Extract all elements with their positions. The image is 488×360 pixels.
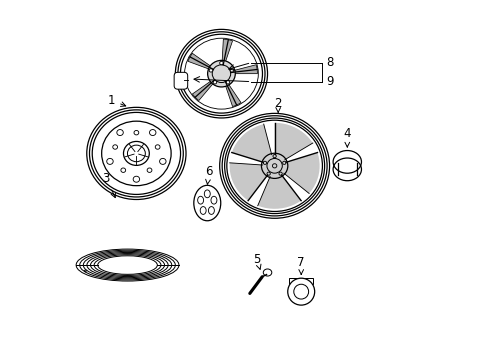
Ellipse shape <box>213 81 216 84</box>
Text: 7: 7 <box>297 256 305 275</box>
Ellipse shape <box>261 153 287 179</box>
Text: 1: 1 <box>108 94 125 107</box>
Polygon shape <box>230 65 257 74</box>
Text: 3: 3 <box>102 172 115 198</box>
Polygon shape <box>187 53 214 71</box>
Ellipse shape <box>263 269 271 276</box>
Polygon shape <box>231 124 271 162</box>
Ellipse shape <box>193 185 220 221</box>
Polygon shape <box>284 153 319 193</box>
Text: 8: 8 <box>326 56 333 69</box>
Bar <box>288 278 313 284</box>
Ellipse shape <box>207 60 235 87</box>
Polygon shape <box>229 163 267 201</box>
Ellipse shape <box>226 81 229 84</box>
Text: 4: 4 <box>343 127 350 147</box>
Text: 5: 5 <box>253 253 261 269</box>
Ellipse shape <box>287 278 314 305</box>
Ellipse shape <box>209 69 212 72</box>
Text: 9: 9 <box>326 75 333 88</box>
Text: 6: 6 <box>205 165 212 184</box>
Ellipse shape <box>230 69 233 72</box>
Ellipse shape <box>332 158 361 181</box>
Polygon shape <box>274 123 312 160</box>
Polygon shape <box>257 175 301 209</box>
Ellipse shape <box>219 61 223 65</box>
Text: 2: 2 <box>274 98 282 113</box>
Ellipse shape <box>123 141 149 165</box>
Bar <box>337 163 356 175</box>
FancyBboxPatch shape <box>174 72 187 89</box>
Polygon shape <box>222 39 232 65</box>
Polygon shape <box>224 81 241 107</box>
Polygon shape <box>192 79 215 100</box>
